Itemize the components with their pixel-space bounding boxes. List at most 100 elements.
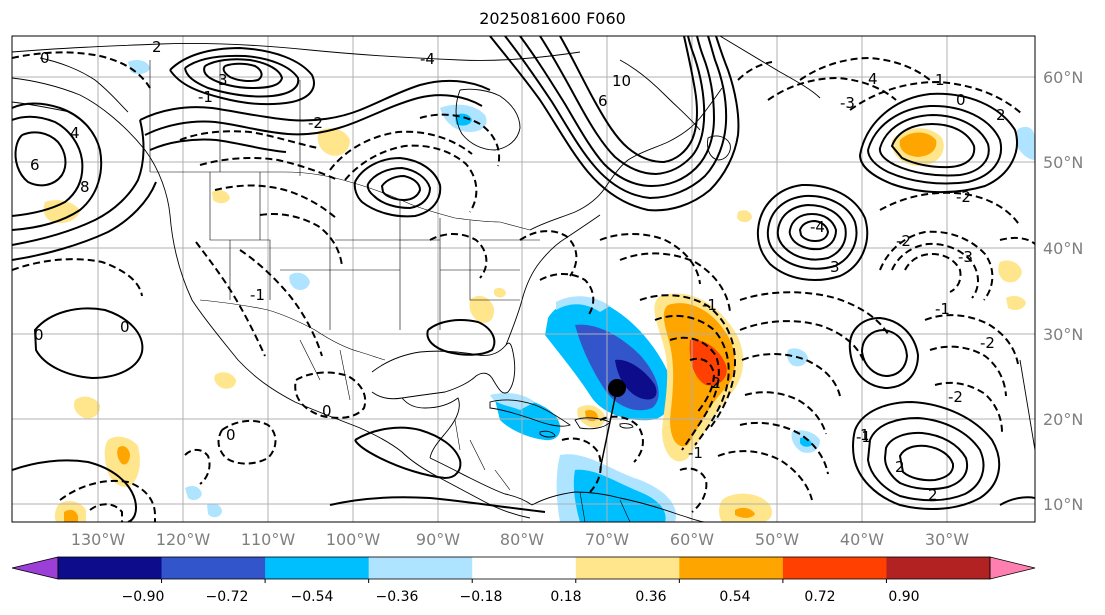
contour-pos-lat10 (329, 496, 546, 513)
shade-small-y2 (212, 190, 230, 204)
lon-label: 120°W (156, 530, 211, 549)
storm-track (599, 387, 618, 471)
contour-pos-nw2 (12, 115, 84, 217)
contour-label: 4 (70, 124, 80, 142)
border-south-am (579, 491, 631, 522)
contour-pos-top2 (184, 54, 300, 98)
anomaly-shading (43, 60, 1035, 522)
lon-label: 40°W (840, 530, 884, 549)
contour-pos-atl-high3 (788, 212, 838, 251)
contour-label: 4 (868, 70, 878, 88)
border-us-mexico (199, 299, 386, 361)
contour-neg-14 (419, 113, 500, 167)
map-content (12, 36, 1035, 522)
contour-pos-atl-high4 (798, 219, 830, 243)
contour-pos-sw-atl1 (851, 400, 1001, 511)
contour-label: 10 (612, 72, 631, 90)
contour-label-layer: 0 2 4 6 8 10 -1 -2 -3 -4 1 3 4 6 0 2 -2 … (30, 38, 1006, 504)
contour-pos-nw4 (12, 119, 145, 246)
contour-label: -1 (688, 444, 703, 462)
contour-pos-se-corner (999, 496, 1035, 506)
contour-pos-trough4 (539, 36, 706, 176)
graticule (12, 36, 1035, 522)
contour-label: 3 (830, 258, 840, 276)
colorbar-tick-label: 0.90 (888, 589, 919, 605)
contour-label: -4 (420, 50, 435, 68)
contour-pos-band1 (139, 79, 491, 122)
contours-negative (12, 51, 1035, 522)
map-background (12, 36, 1035, 522)
contour-neg-39 (934, 381, 1003, 433)
colorbar-tick-label: 0.72 (804, 589, 835, 605)
shade-pacific-yellow (43, 200, 80, 224)
coast-greenland (719, 36, 821, 99)
contour-neg-38 (929, 345, 1007, 397)
map-frame (11, 35, 1036, 523)
border-state-6 (440, 239, 540, 271)
contour-pos-gulf (426, 319, 496, 356)
contour-label: 2 (996, 106, 1006, 124)
contour-pos-sw-atl3 (883, 431, 968, 491)
colorbar-segment (575, 557, 680, 579)
contour-neg-29 (879, 230, 994, 301)
contours-positive (12, 36, 1035, 522)
contour-label: -4 (810, 218, 825, 236)
contour-neg-11 (294, 371, 367, 419)
contour-label: -2 (706, 374, 721, 392)
shade-blue-light (556, 296, 610, 312)
contour-neg-41 (539, 273, 595, 317)
contour-label: 1 (935, 71, 945, 89)
border-state-2 (259, 172, 331, 330)
lon-label: 100°W (326, 530, 381, 549)
colorbar-tick-label: −0.72 (206, 589, 249, 605)
contour-label: 2 (928, 486, 938, 504)
colorbar-segment (472, 557, 577, 579)
contour-pos-trough1 (489, 36, 740, 212)
lon-label: 110°W (241, 530, 296, 549)
contour-neg-45 (184, 448, 211, 485)
colorbar-segment (368, 557, 473, 579)
contour-neg-4 (214, 184, 337, 219)
shade-small-y1 (737, 210, 752, 223)
contour-label: -2 (896, 232, 911, 250)
lon-label: 60°W (670, 530, 714, 549)
border-state-4 (439, 218, 520, 330)
contour-label: 2 (895, 458, 905, 476)
contour-neg-16 (519, 230, 578, 277)
contour-pos-band2 (144, 94, 483, 136)
contour-pos-top3 (203, 58, 284, 90)
colorbar-segment (161, 557, 266, 579)
shade-e-yellow2 (1006, 295, 1026, 311)
contour-neg-34 (799, 56, 931, 81)
contour-label: -2 (980, 334, 995, 352)
lon-label: 130°W (71, 530, 126, 549)
shade-ne-blue (1015, 126, 1035, 160)
contour-neg-37 (924, 314, 1019, 365)
shade-pacific-o3 (117, 446, 130, 465)
contour-label: 0 (34, 326, 44, 344)
political-borders (149, 60, 631, 522)
contour-label: -2 (308, 114, 323, 132)
contour-neg-31 (904, 252, 962, 293)
colorbar-segment (679, 557, 784, 579)
contour-label: -2 (948, 388, 963, 406)
contour-label: 8 (80, 178, 90, 196)
border-central-am (454, 419, 511, 491)
colorbar (11, 556, 1036, 583)
contour-neg-32 (879, 191, 1021, 227)
contour-pos-top4 (222, 62, 263, 82)
shade-swblue (289, 272, 310, 290)
contour-pos-mid-atl2 (861, 328, 909, 378)
shade-red (689, 339, 727, 386)
coast-south-am (531, 491, 706, 522)
contour-pos-ne1 (867, 104, 1003, 185)
shade-natl-orange (899, 132, 937, 157)
contour-pos-trough5 (559, 36, 698, 164)
shade-e-yellow1 (998, 260, 1022, 283)
contour-label: 3 (218, 71, 228, 89)
contour-pos-sw-atl4 (898, 444, 955, 482)
contour-neg-46 (89, 503, 123, 522)
contour-pos-nw5 (12, 181, 157, 261)
shade-cuba-light (490, 392, 535, 410)
coast-florida-east (505, 214, 601, 346)
